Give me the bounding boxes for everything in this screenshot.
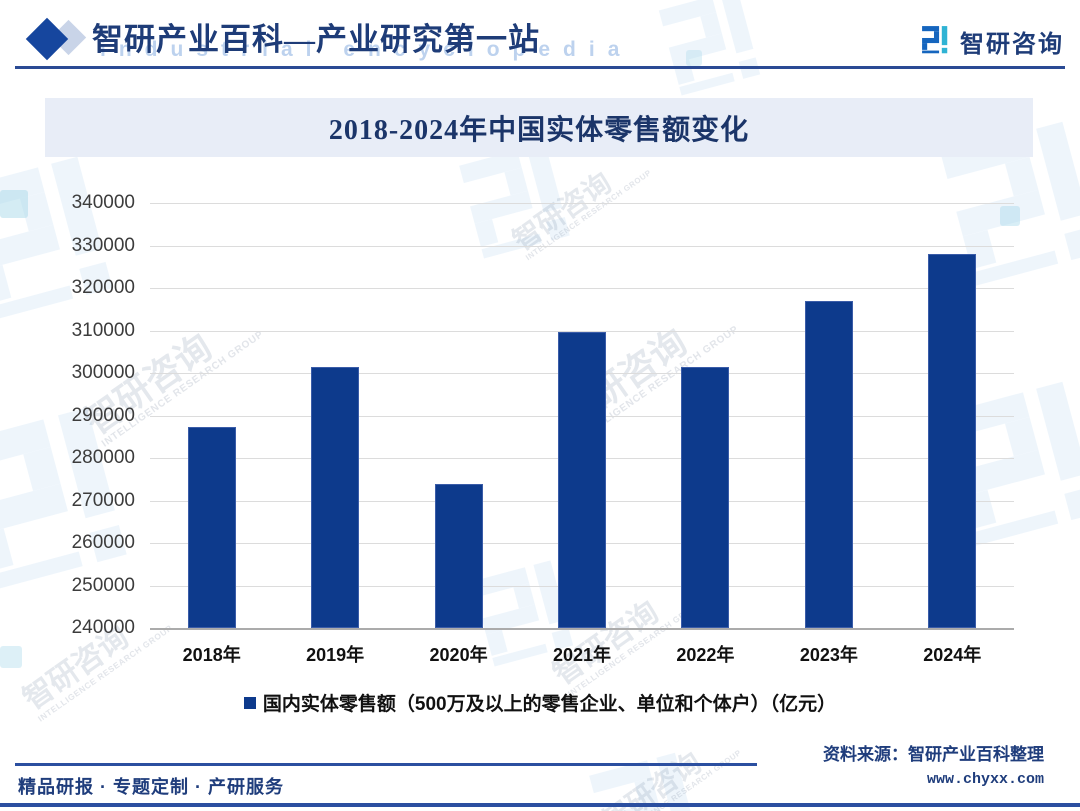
brand-name: 智研咨询 [960, 31, 1064, 58]
page-title: 智研产业百科—产业研究第一站 [92, 22, 540, 57]
y-tick-label: 280000 [71, 447, 135, 468]
legend: 国内实体零售额（500万及以上的零售企业、单位和个体户）（亿元） [0, 689, 1080, 716]
brand-logo-icon [918, 22, 952, 61]
x-tick-label: 2023年 [799, 645, 858, 665]
gridline [150, 288, 1014, 289]
x-tick-label: 2020年 [429, 645, 488, 665]
bar-2019年 [311, 367, 360, 628]
y-tick-label: 290000 [71, 404, 135, 426]
y-tick-label: 330000 [71, 234, 135, 256]
y-tick-label: 250000 [71, 574, 135, 596]
plot-area [150, 203, 1014, 630]
x-tick-label: 2021年 [552, 645, 612, 665]
bar-2023年 [804, 301, 853, 628]
x-tick-label: 2024年 [923, 645, 982, 665]
y-tick-label: 340000 [71, 192, 135, 213]
y-tick-label: 260000 [71, 532, 135, 553]
legend-marker-square [243, 696, 256, 709]
bar-2021年 [558, 331, 606, 628]
y-tick-label: 300000 [71, 362, 135, 383]
x-axis-labels: 2018年 2019年 2020年 2021年 2022年 2023年 2024年 [150, 641, 1014, 665]
gridline [150, 628, 1014, 630]
brand-logo: 智研咨询 [918, 22, 1064, 61]
y-tick-label: 320000 [71, 277, 135, 298]
legend-label: 国内实体零售额（500万及以上的零售企业、单位和个体户）（亿元） [262, 694, 837, 715]
x-tick-label: 2018年 [182, 645, 241, 665]
bar-2024年 [928, 253, 977, 628]
x-tick-label: 2019年 [306, 645, 365, 665]
y-tick-label: 270000 [71, 489, 135, 511]
chart-title: 2018-2024年中国实体零售额变化 [328, 114, 750, 146]
y-axis-labels: 340000 330000 320000 310000 300000 290000 2800… [0, 192, 135, 638]
bar-2018年 [187, 426, 236, 628]
x-tick-label: 2022年 [676, 645, 735, 665]
bar-2020年 [434, 484, 483, 628]
bar-2022年 [681, 367, 730, 628]
header-watermark-text: industrial encyclopedia [100, 38, 633, 61]
y-tick-label: 240000 [71, 617, 135, 638]
y-tick-label: 310000 [71, 319, 135, 341]
header-divider [15, 66, 1065, 69]
gridline [150, 330, 1014, 332]
gridline [150, 203, 1014, 204]
gridline [150, 245, 1014, 247]
